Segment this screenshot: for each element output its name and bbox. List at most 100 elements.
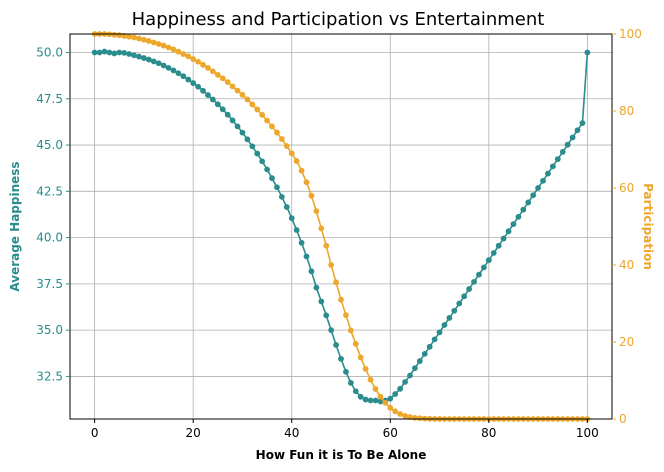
- happiness-point: [234, 123, 241, 130]
- happiness-point: [436, 329, 443, 336]
- happiness-point: [106, 49, 113, 56]
- happiness-point: [249, 143, 256, 150]
- happiness-point: [559, 149, 566, 155]
- participation-point: [141, 36, 147, 43]
- happiness-point: [520, 206, 527, 213]
- participation-point: [372, 386, 379, 392]
- happiness-point: [530, 192, 537, 199]
- participation-point: [195, 58, 202, 65]
- happiness-point: [564, 141, 571, 148]
- participation-point: [269, 123, 275, 130]
- x-tick-label: 100: [576, 426, 599, 440]
- participation-point: [387, 404, 394, 411]
- happiness-point: [136, 53, 142, 60]
- participation-point: [254, 106, 261, 113]
- happiness-point: [402, 379, 408, 385]
- y-left-tick-label: 32.5: [36, 369, 63, 383]
- happiness-point: [584, 49, 591, 56]
- happiness-point: [333, 342, 339, 348]
- happiness-point: [352, 388, 359, 395]
- happiness-point: [180, 73, 187, 80]
- happiness-point: [116, 49, 123, 56]
- happiness-point: [466, 286, 473, 292]
- participation-point: [116, 32, 123, 39]
- happiness-point: [446, 315, 453, 321]
- happiness-point: [569, 134, 576, 141]
- happiness-point: [274, 184, 280, 191]
- happiness-point: [150, 58, 157, 65]
- happiness-point: [91, 49, 98, 56]
- happiness-point: [347, 380, 354, 386]
- happiness-point: [219, 106, 226, 113]
- participation-point: [357, 354, 364, 361]
- participation-point: [308, 192, 315, 199]
- happiness-point: [540, 177, 546, 184]
- happiness-point: [525, 199, 532, 206]
- participation-point: [318, 225, 325, 232]
- participation-point: [209, 68, 216, 75]
- y-left-tick-label: 35.0: [36, 323, 63, 337]
- happiness-point: [239, 129, 246, 136]
- happiness-point: [259, 158, 266, 165]
- y-axis-right-label: Participation: [641, 183, 655, 270]
- happiness-point: [372, 397, 379, 404]
- participation-point: [377, 393, 384, 400]
- participation-point: [259, 111, 266, 118]
- happiness-point: [264, 166, 270, 173]
- participation-point: [180, 51, 187, 57]
- happiness-point: [175, 70, 182, 77]
- participation-point: [160, 42, 167, 49]
- y-left-tick-label: 40.0: [36, 231, 63, 245]
- y-axis-left-label: Average Happiness: [8, 161, 22, 291]
- happiness-point: [244, 136, 251, 143]
- x-tick-label: 60: [383, 426, 398, 440]
- happiness-point: [426, 343, 433, 350]
- happiness-point: [269, 175, 275, 182]
- participation-point: [293, 158, 300, 164]
- participation-point: [362, 366, 369, 372]
- participation-point: [200, 61, 206, 68]
- gridlines: [70, 34, 612, 419]
- happiness-point: [451, 307, 458, 314]
- y-right-tick-label: 60: [619, 181, 634, 195]
- happiness-point: [254, 150, 261, 157]
- happiness-point: [456, 300, 463, 307]
- participation-point: [150, 39, 157, 46]
- participation-point: [145, 38, 152, 44]
- participation-point: [126, 33, 133, 40]
- participation-point: [264, 117, 270, 124]
- participation-point: [343, 312, 349, 318]
- participation-point: [333, 279, 339, 286]
- participation-point: [244, 96, 251, 103]
- happiness-point: [431, 336, 438, 343]
- happiness-point: [328, 327, 335, 334]
- happiness-point: [574, 127, 581, 134]
- happiness-point: [387, 395, 394, 402]
- participation-point: [397, 411, 404, 417]
- participation-point: [239, 91, 246, 98]
- participation-point: [234, 87, 241, 94]
- happiness-point: [145, 56, 152, 63]
- participation-point: [303, 179, 310, 186]
- y-left-tick-label: 37.5: [36, 277, 63, 291]
- happiness-point: [461, 293, 468, 300]
- participation-point: [288, 150, 295, 157]
- participation-point: [205, 64, 211, 71]
- happiness-point: [485, 257, 492, 264]
- happiness-point: [549, 163, 556, 170]
- participation-point: [185, 53, 192, 60]
- happiness-point: [554, 156, 561, 163]
- plot-area: [91, 31, 591, 422]
- participation-point: [224, 79, 231, 86]
- axes: 0 20 40 60 80 100 32.5 35.0 37.5 40.0 42.5 45.0 47.5…: [36, 27, 642, 440]
- happiness-point: [200, 87, 206, 94]
- happiness-point: [397, 385, 404, 392]
- happiness-point: [407, 372, 413, 379]
- participation-point: [298, 167, 305, 174]
- happiness-point: [96, 49, 103, 56]
- happiness-point: [416, 358, 423, 364]
- participation-point: [392, 408, 399, 415]
- participation-point: [175, 48, 182, 55]
- participation-point: [323, 242, 330, 249]
